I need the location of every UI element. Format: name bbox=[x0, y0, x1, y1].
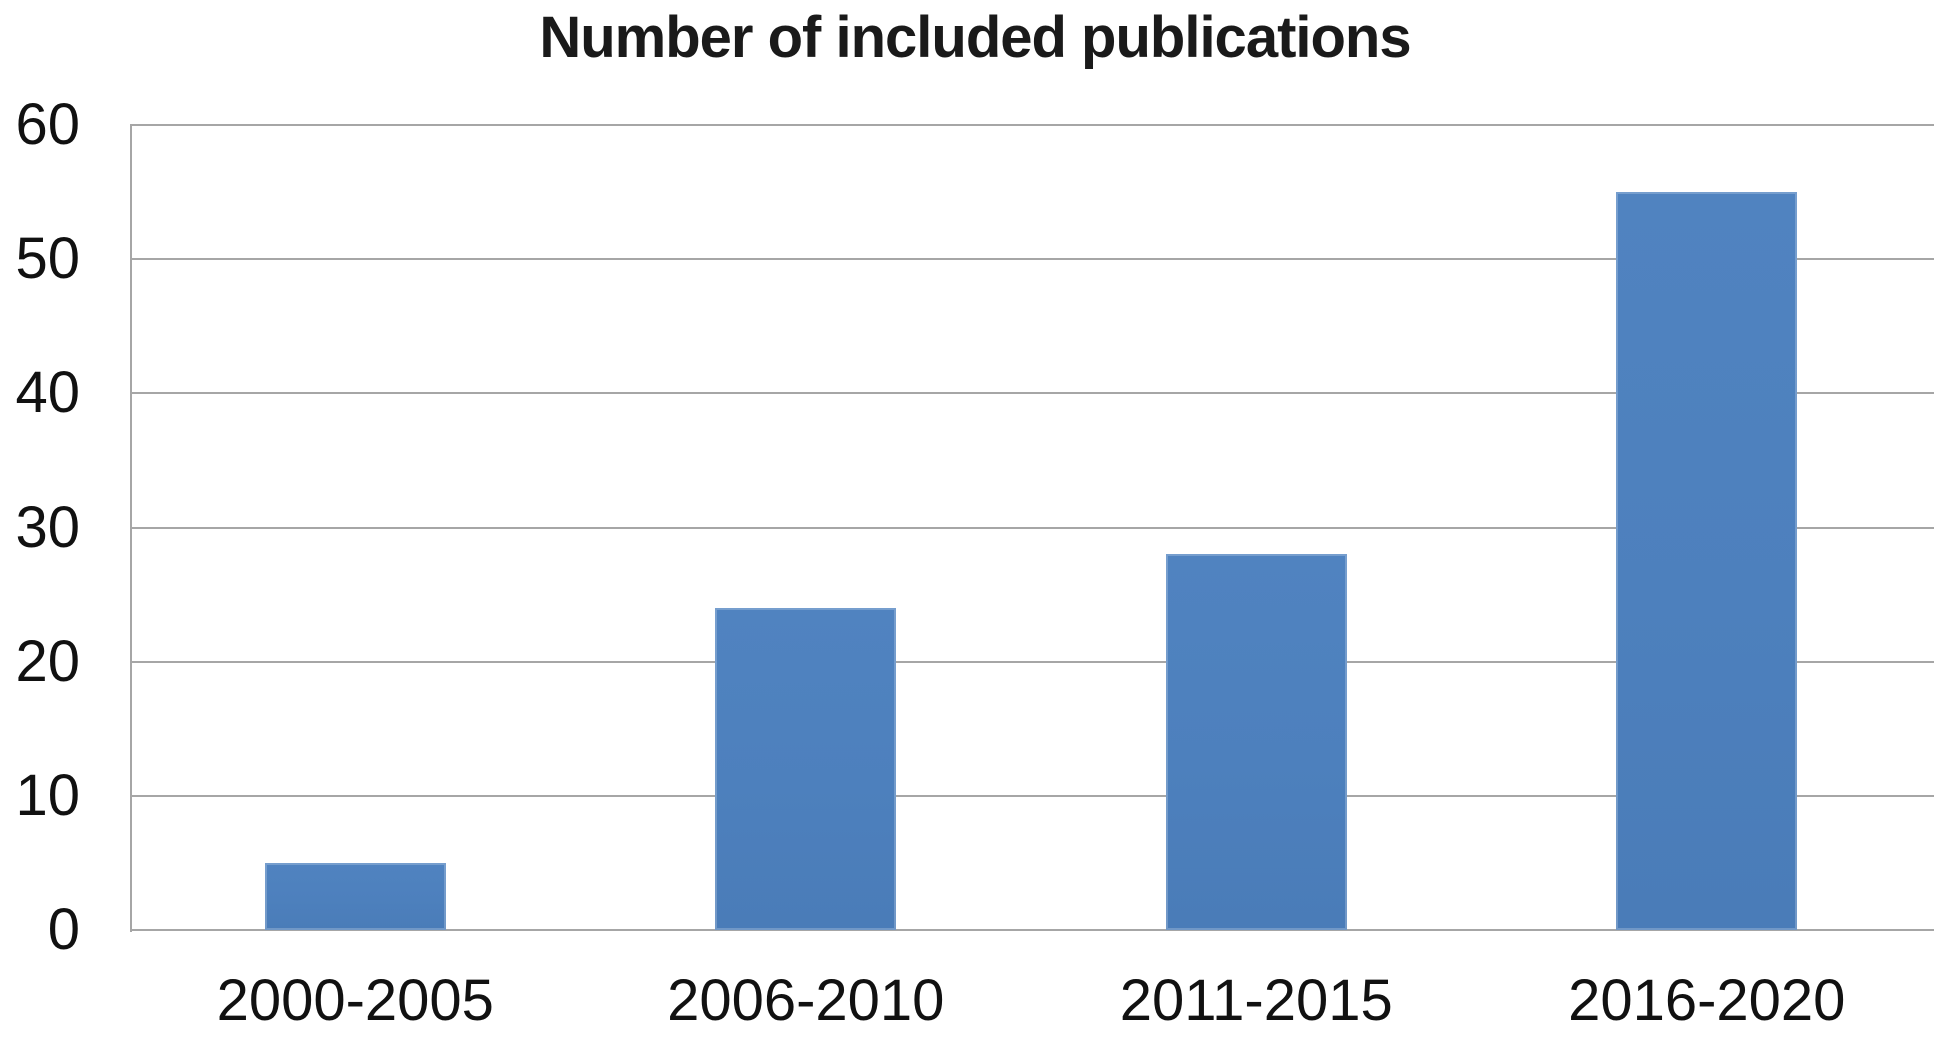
y-tick-label-30: 30 bbox=[15, 494, 80, 560]
y-tick-label-0: 0 bbox=[47, 897, 80, 962]
x-tick-label-2000-2005: 2000-2005 bbox=[216, 968, 494, 1033]
gridline-y-40 bbox=[130, 392, 1934, 395]
bar-2011-2015 bbox=[1165, 554, 1347, 930]
x-tick-label-2011-2015: 2011-2015 bbox=[1119, 968, 1393, 1033]
bar-2016-2020 bbox=[1616, 192, 1798, 930]
y-tick-label-10: 10 bbox=[15, 762, 80, 828]
gridline-y-60 bbox=[130, 124, 1934, 126]
gridline-y-10 bbox=[130, 794, 1934, 797]
x-tick-label-2016-2020: 2016-2020 bbox=[1568, 968, 1846, 1033]
x-tick-label-2006-2010: 2006-2010 bbox=[667, 968, 945, 1033]
y-axis-line bbox=[130, 125, 132, 932]
gridline-y-30 bbox=[130, 526, 1934, 529]
gridline-y-50 bbox=[130, 258, 1934, 261]
gridline-y-0 bbox=[130, 929, 1934, 931]
bar-2000-2005 bbox=[264, 862, 446, 930]
chart-title: Number of included publications bbox=[539, 5, 1411, 70]
y-tick-label-50: 50 bbox=[15, 226, 80, 292]
y-tick-label-40: 40 bbox=[15, 360, 80, 426]
gridline-y-20 bbox=[130, 660, 1934, 663]
y-tick-label-20: 20 bbox=[15, 628, 80, 694]
bar-2006-2010 bbox=[715, 608, 897, 930]
y-tick-label-60: 60 bbox=[15, 92, 80, 157]
